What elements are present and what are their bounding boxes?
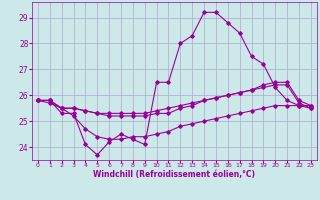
X-axis label: Windchill (Refroidissement éolien,°C): Windchill (Refroidissement éolien,°C) [93,170,255,179]
